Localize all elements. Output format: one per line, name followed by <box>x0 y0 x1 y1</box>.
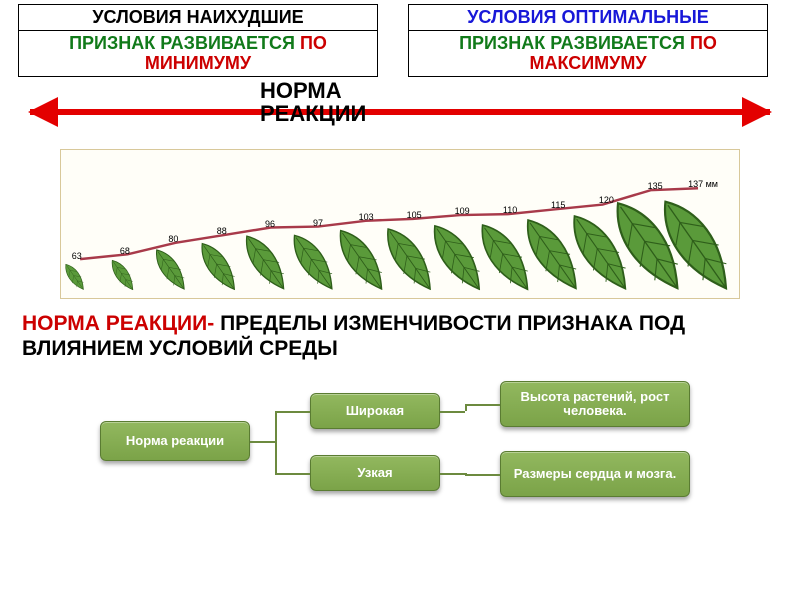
left-r2: ПРИЗНАК РАЗВИВАЕТСЯ ПО МИНИМУМУ <box>19 30 378 76</box>
flow-connector <box>465 404 500 406</box>
flow-connector <box>275 411 277 473</box>
leaf-value: 135 <box>648 181 663 191</box>
leaf-icon <box>75 258 93 290</box>
flow-connector <box>250 441 275 443</box>
leaf-value: 96 <box>265 219 275 229</box>
flow-node-ex1: Высота растений, рост человека. <box>500 381 690 427</box>
arrow-right-head-icon <box>742 97 772 127</box>
flowchart: Норма реакции Широкая Узкая Высота растений… <box>90 375 710 515</box>
flow-connector <box>275 473 310 475</box>
flow-node-narrow: Узкая <box>310 455 440 491</box>
leaf-value: 88 <box>217 226 227 236</box>
right-r2: ПРИЗНАК РАЗВИВАЕТСЯ ПО МАКСИМУМУ <box>409 30 768 76</box>
arrow-shaft <box>30 109 770 115</box>
arrow-label-line1: НОРМА <box>260 78 342 103</box>
leaf-value: 63 <box>72 251 82 261</box>
leaves-chart: 63 68 80 88 <box>60 149 740 299</box>
table-right: УСЛОВИЯ ОПТИМАЛЬНЫЕ ПРИЗНАК РАЗВИВАЕТСЯ … <box>408 4 768 77</box>
leaf-icon <box>697 180 740 290</box>
leaf-icon <box>123 253 143 290</box>
leaf-value: 68 <box>120 246 130 256</box>
reaction-norm-arrow: НОРМА РЕАКЦИИ <box>30 79 770 149</box>
leaf-value: 109 <box>455 206 470 216</box>
definition-term: НОРМА РЕАКЦИИ- <box>22 312 220 335</box>
leaf-value: 115 <box>551 200 565 210</box>
leaf-value: 105 <box>407 210 422 220</box>
leaf-value: 110 <box>503 205 517 215</box>
flow-node-wide: Широкая <box>310 393 440 429</box>
flow-connector <box>275 411 310 413</box>
left-r1: УСЛОВИЯ НАИХУДШИЕ <box>19 5 378 31</box>
right-r1: УСЛОВИЯ ОПТИМАЛЬНЫЕ <box>409 5 768 31</box>
leaf-value: 80 <box>168 234 178 244</box>
table-left: УСЛОВИЯ НАИХУДШИЕ ПРИЗНАК РАЗВИВАЕТСЯ ПО… <box>18 4 378 77</box>
leaf-value: 103 <box>359 212 374 222</box>
flow-node-ex2: Размеры сердца и мозга. <box>500 451 690 497</box>
leaf-value: 97 <box>313 218 323 228</box>
top-tables: УСЛОВИЯ НАИХУДШИЕ ПРИЗНАК РАЗВИВАЕТСЯ ПО… <box>0 0 800 77</box>
leaf-value: 137 мм <box>688 179 718 189</box>
definition-text: НОРМА РЕАКЦИИ- ПРЕДЕЛЫ ИЗМЕНЧИВОСТИ ПРИЗ… <box>22 311 778 361</box>
flow-node-root: Норма реакции <box>100 421 250 461</box>
flow-connector <box>440 473 465 475</box>
flow-connector <box>440 411 465 413</box>
arrow-label: НОРМА РЕАКЦИИ <box>260 79 366 125</box>
arrow-label-line2: РЕАКЦИИ <box>260 101 366 126</box>
flow-connector <box>465 474 500 476</box>
